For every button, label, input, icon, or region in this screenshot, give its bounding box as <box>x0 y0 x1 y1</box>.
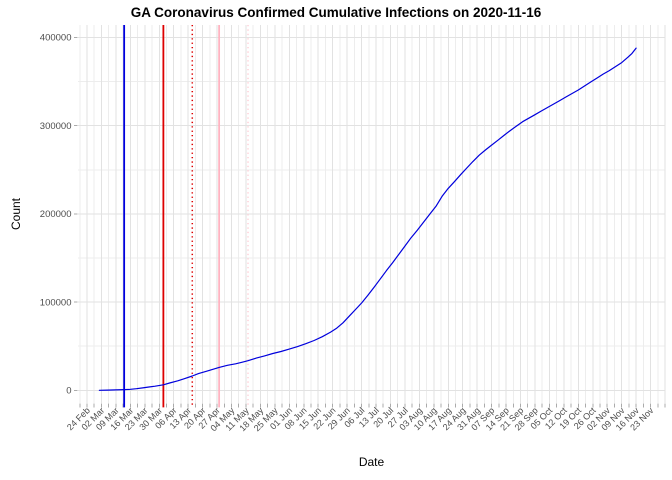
chart-title: GA Coronavirus Confirmed Cumulative Infe… <box>130 5 542 20</box>
series-line-cumulative-confirmed-infections <box>98 47 637 391</box>
axis-tick-marks <box>74 37 666 408</box>
y-tick-label: 0 <box>66 386 71 397</box>
y-tick-label: 100000 <box>40 297 72 308</box>
event-vlines <box>123 25 249 408</box>
y-tick-labels: 0 100000 200000 300000 400000 <box>40 33 72 397</box>
y-tick-label: 400000 <box>40 33 72 44</box>
x-axis-title: Date <box>358 455 385 469</box>
y-tick-label: 200000 <box>40 209 72 220</box>
gridlines-major <box>78 25 666 403</box>
data-series <box>98 47 637 391</box>
y-tick-label: 300000 <box>40 121 72 132</box>
